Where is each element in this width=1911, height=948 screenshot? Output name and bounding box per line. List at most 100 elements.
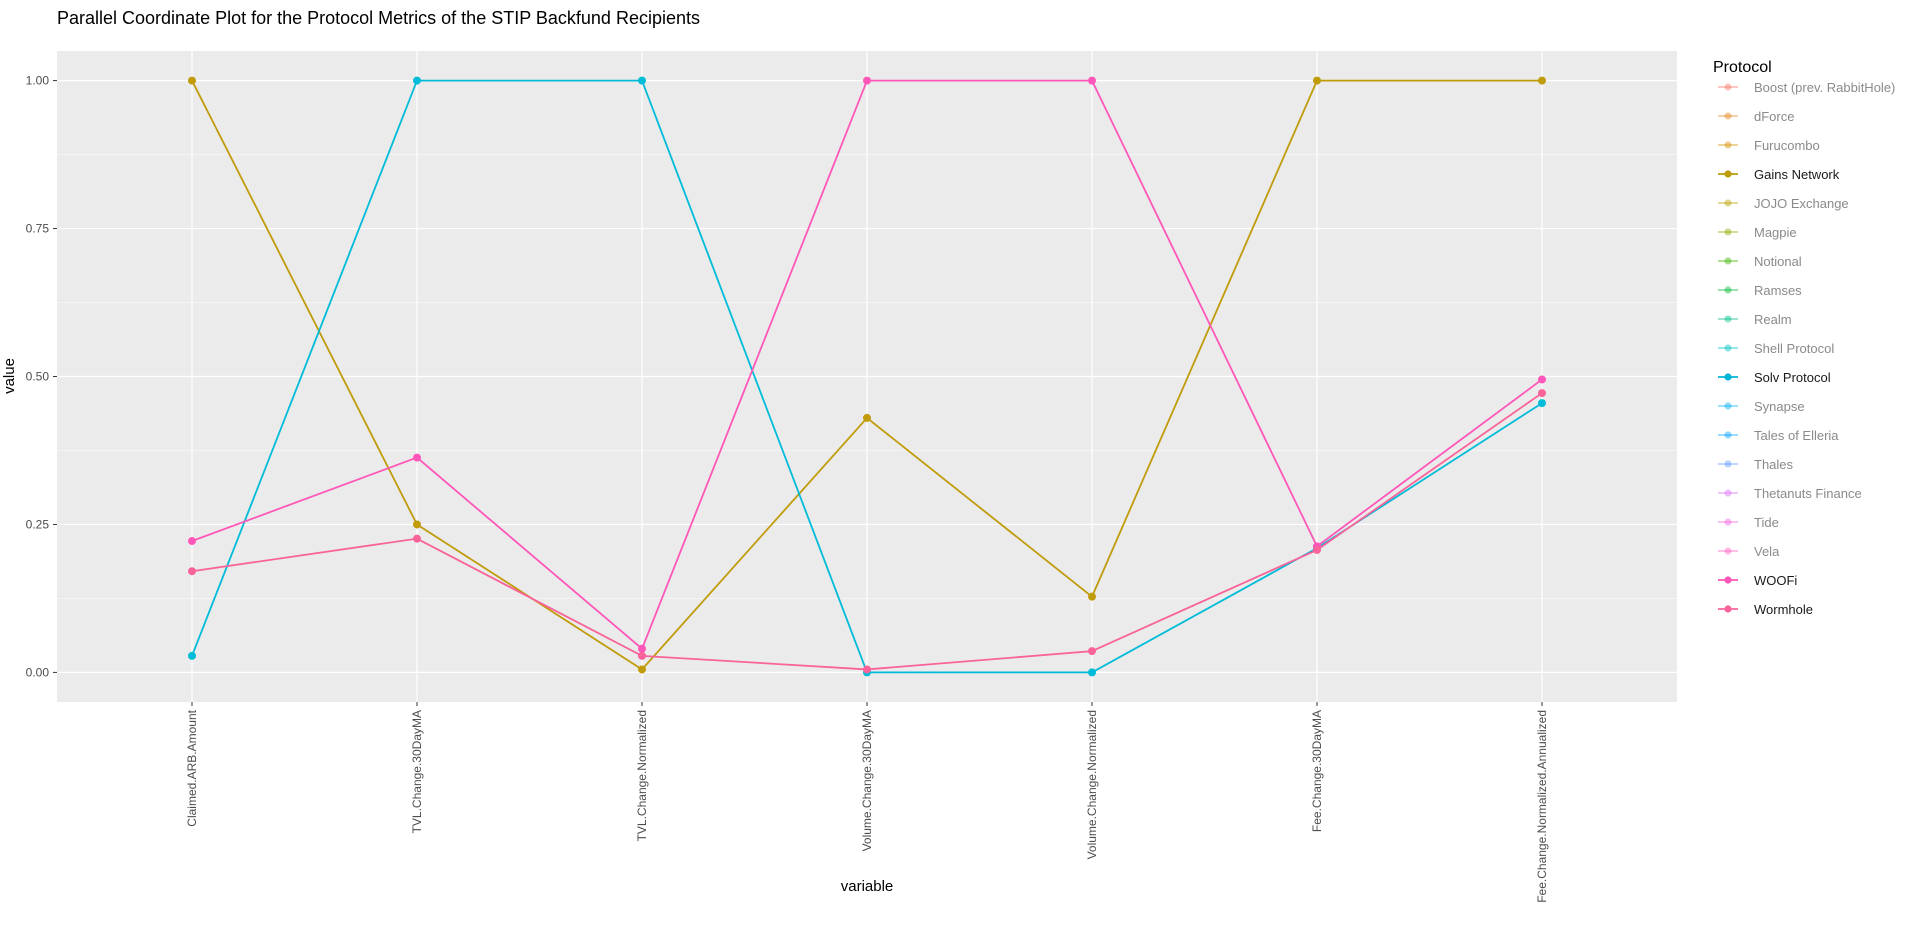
legend-key-point	[1724, 402, 1732, 410]
data-point	[863, 413, 871, 422]
legend-item[interactable]: Magpie	[1718, 225, 1797, 240]
series-wormhole	[188, 389, 1546, 674]
legend-key-point	[1724, 344, 1732, 352]
legend-item[interactable]: Ramses	[1718, 283, 1802, 298]
chart-title: Parallel Coordinate Plot for the Protoco…	[57, 8, 700, 28]
data-point	[863, 76, 871, 85]
x-axis-title: variable	[841, 878, 894, 895]
data-point	[638, 76, 646, 85]
x-tick-label: Volume.Change.30DayMA	[860, 710, 874, 851]
legend-label: Boost (prev. RabbitHole)	[1754, 80, 1895, 95]
legend-key-point	[1724, 112, 1732, 120]
data-point	[638, 644, 646, 653]
legend-title: Protocol	[1713, 59, 1772, 76]
grid-lines	[57, 51, 1677, 702]
legend-key-point	[1724, 576, 1732, 584]
legend-item[interactable]: WOOFi	[1718, 573, 1797, 588]
legend-item[interactable]: Thetanuts Finance	[1718, 486, 1862, 501]
data-point	[638, 665, 646, 674]
y-tick-label: 0.00	[26, 665, 50, 679]
legend-key-point	[1724, 489, 1732, 497]
y-tick-label: 0.75	[26, 222, 50, 236]
y-axis: 0.00 0.25 0.50 0.75 1.00	[26, 74, 57, 679]
data-point	[638, 651, 646, 660]
data-point	[1088, 668, 1096, 677]
legend-item[interactable]: Tide	[1718, 515, 1779, 530]
legend-label: Tales of Elleria	[1754, 428, 1839, 443]
legend-key-point	[1724, 460, 1732, 468]
data-point	[1538, 76, 1546, 85]
legend-key-point	[1724, 83, 1732, 91]
data-point	[1538, 389, 1546, 398]
legend-label: Wormhole	[1754, 602, 1813, 617]
legend-label: JOJO Exchange	[1754, 196, 1849, 211]
legend-key-point	[1724, 547, 1732, 555]
legend-item[interactable]: Boost (prev. RabbitHole)	[1718, 80, 1895, 95]
data-point	[413, 534, 421, 543]
legend-item[interactable]: Furucombo	[1718, 138, 1820, 153]
legend-label: Ramses	[1754, 283, 1802, 298]
data-point	[188, 567, 196, 576]
legend-key-point	[1724, 373, 1732, 381]
legend-item[interactable]: Tales of Elleria	[1718, 428, 1839, 443]
data-point	[1313, 545, 1321, 554]
legend-label: Gains Network	[1754, 167, 1840, 182]
legend-label: Thales	[1754, 457, 1794, 472]
legend-key-point	[1724, 141, 1732, 149]
legend-item[interactable]: Gains Network	[1718, 167, 1840, 182]
data-point	[1538, 375, 1546, 384]
data-point	[188, 76, 196, 85]
legend-label: Notional	[1754, 254, 1802, 269]
legend-label: WOOFi	[1754, 573, 1797, 588]
legend-item[interactable]: Wormhole	[1718, 602, 1813, 617]
legend-label: Vela	[1754, 544, 1780, 559]
legend-key-point	[1724, 199, 1732, 207]
legend-key-point	[1724, 228, 1732, 236]
data-point	[188, 651, 196, 660]
legend-label: Tide	[1754, 515, 1779, 530]
data-point	[413, 520, 421, 529]
data-point	[413, 76, 421, 85]
legend-label: Solv Protocol	[1754, 370, 1831, 385]
legend-label: dForce	[1754, 109, 1794, 124]
legend-key-point	[1724, 315, 1732, 323]
legend: Protocol Boost (prev. RabbitHole) dForce F…	[1713, 59, 1895, 617]
x-tick-label: TVL.Change.Normalized	[635, 710, 649, 841]
data-point	[1088, 76, 1096, 85]
legend-key-point	[1724, 170, 1732, 178]
y-tick-label: 0.25	[26, 517, 50, 531]
legend-label: Realm	[1754, 312, 1792, 327]
legend-item[interactable]: dForce	[1718, 109, 1794, 124]
x-axis: Claimed.ARB.Amount TVL.Change.30DayMA TVL.…	[185, 702, 1549, 903]
x-tick-label: TVL.Change.30DayMA	[410, 710, 424, 833]
legend-item[interactable]: Realm	[1718, 312, 1792, 327]
data-point	[1313, 76, 1321, 85]
legend-item[interactable]: Notional	[1718, 254, 1802, 269]
legend-item[interactable]: JOJO Exchange	[1718, 196, 1849, 211]
data-point	[1088, 592, 1096, 601]
legend-item[interactable]: Synapse	[1718, 399, 1805, 414]
x-tick-label: Volume.Change.Normalized	[1085, 710, 1099, 859]
legend-key-point	[1724, 605, 1732, 613]
series-layer	[188, 76, 1546, 677]
legend-item[interactable]: Vela	[1718, 544, 1780, 559]
x-tick-label: Fee.Change.30DayMA	[1310, 710, 1324, 832]
legend-item[interactable]: Shell Protocol	[1718, 341, 1834, 356]
legend-label: Furucombo	[1754, 138, 1820, 153]
legend-label: Shell Protocol	[1754, 341, 1834, 356]
y-tick-label: 0.50	[26, 370, 50, 384]
x-tick-label: Claimed.ARB.Amount	[185, 709, 199, 826]
data-point	[863, 665, 871, 674]
legend-key-point	[1724, 431, 1732, 439]
legend-label: Magpie	[1754, 225, 1797, 240]
legend-key-point	[1724, 286, 1732, 294]
legend-item[interactable]: Thales	[1718, 457, 1794, 472]
y-axis-title: value	[1, 358, 18, 394]
x-tick-label: Fee.Change.Normalized.Annualized	[1535, 710, 1549, 903]
data-point	[1538, 399, 1546, 408]
legend-item[interactable]: Solv Protocol	[1718, 370, 1831, 385]
data-point	[413, 453, 421, 462]
series-gains-network	[188, 76, 1546, 674]
legend-key-point	[1724, 518, 1732, 526]
